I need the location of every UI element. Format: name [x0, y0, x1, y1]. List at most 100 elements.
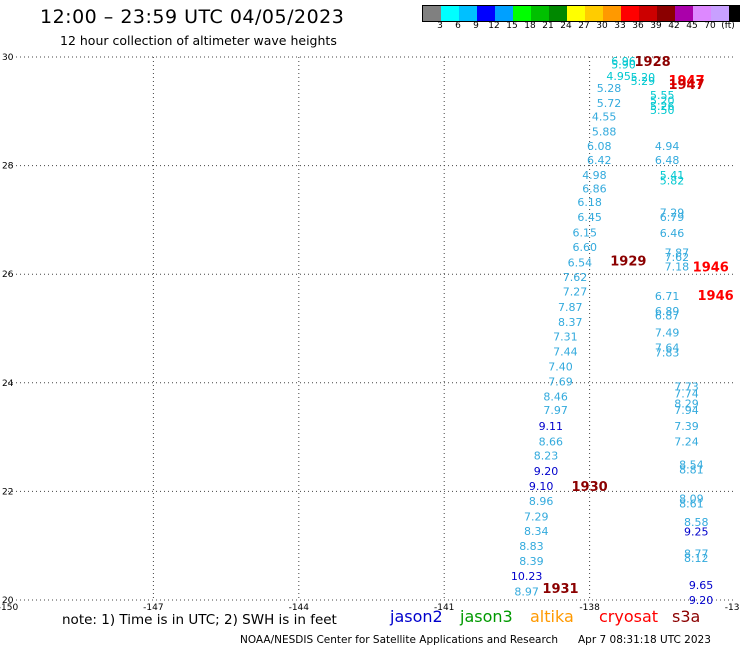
- wave-height-value: 5.28: [597, 82, 622, 95]
- legend-label: (ft): [721, 21, 735, 31]
- legend-label: 12: [488, 21, 500, 31]
- wave-height-value: 7.24: [674, 435, 699, 448]
- legend-label: 30: [596, 21, 608, 31]
- wave-height-value: 7.27: [563, 286, 588, 299]
- wave-height-value: 5.55: [650, 89, 675, 102]
- y-tick-label: 26: [2, 270, 14, 280]
- wave-height-value: 7.29: [524, 510, 549, 523]
- legend-swatch: [531, 6, 549, 21]
- legend-swatch: [639, 6, 657, 21]
- wave-height-value: 7.83: [655, 346, 680, 359]
- wave-height-value: 5.20: [631, 71, 656, 84]
- legend-label: 70: [704, 21, 716, 31]
- wave-height-value: 6.86: [582, 182, 607, 195]
- pass-time-marker: 1930: [572, 480, 608, 495]
- wave-height-value: 8.12: [684, 552, 709, 565]
- color-legend-labels: 3 6 9 12 15 18 21 24 27 30 33 36 39 42 45 70 (ft): [422, 21, 737, 31]
- wave-height-value: 7.73: [674, 381, 699, 394]
- legend-label: 15: [506, 21, 518, 31]
- legend-swatch: [657, 6, 675, 21]
- satellite-s3a-label: s3a: [672, 607, 701, 626]
- legend-label: 42: [668, 21, 680, 31]
- wave-height-value: 6.42: [587, 154, 612, 167]
- wave-height-value: 8.81: [679, 464, 704, 477]
- wave-height-value: 7.97: [543, 404, 568, 417]
- pass-time-marker: 1931: [542, 582, 578, 597]
- wave-height-value: 9.20: [689, 594, 714, 607]
- wave-height-value: 5.29: [631, 75, 656, 88]
- legend-swatch: [711, 6, 729, 21]
- wave-height-value: 6.48: [655, 154, 680, 167]
- wave-height-value: 7.94: [674, 404, 699, 417]
- legend-label: 33: [614, 21, 626, 31]
- wave-height-value: 6.45: [577, 211, 602, 224]
- wave-height-value: 5.50: [650, 104, 675, 117]
- credit-line: NOAA/NESDIS Center for Satellite Applica…: [240, 634, 558, 646]
- legend-swatch: [585, 6, 603, 21]
- wave-height-value: 9.65: [689, 579, 714, 592]
- legend-swatch: [495, 6, 513, 21]
- wave-height-value: 8.77: [684, 547, 709, 560]
- pass-time-marker: 1946: [693, 261, 729, 276]
- legend-swatch: [423, 6, 441, 21]
- wave-height-value: 8.54: [679, 458, 704, 471]
- pass-time-marker: 1946: [698, 289, 734, 304]
- wave-height-value: 7.74: [674, 388, 699, 401]
- satellite-jason2-label: jason2: [390, 607, 443, 626]
- legend-label: 6: [455, 21, 461, 31]
- legend-swatch: [549, 6, 567, 21]
- wave-height-value: 5.20: [650, 94, 675, 107]
- legend-label: 9: [473, 21, 479, 31]
- legend-label: 3: [437, 21, 443, 31]
- legend-label: 45: [686, 21, 698, 31]
- wave-height-value: 4.95: [606, 70, 631, 83]
- satellite-altika-label: altika: [530, 607, 574, 626]
- wave-height-value: 9.25: [684, 526, 709, 539]
- footer-note: note: 1) Time is in UTC; 2) SWH is in fe…: [62, 612, 337, 628]
- legend-label: 39: [650, 21, 662, 31]
- wave-height-value: 9.20: [534, 465, 559, 478]
- wave-height-value: 5.88: [592, 125, 617, 138]
- legend-label: 18: [524, 21, 536, 31]
- x-tick-label: -144: [289, 603, 310, 613]
- wave-height-value: 7.49: [655, 326, 680, 339]
- wave-height-value: 6.18: [577, 196, 602, 209]
- wave-height-value: 8.58: [684, 516, 709, 529]
- wave-height-value: 8.09: [679, 492, 704, 505]
- wave-height-value: 7.87: [665, 246, 690, 259]
- wave-height-value: 5.41: [660, 169, 685, 182]
- wave-height-value: 7.31: [553, 331, 578, 344]
- wave-height-value: 7.39: [674, 420, 699, 433]
- wave-height-value: 8.46: [543, 390, 568, 403]
- legend-swatch: [693, 6, 711, 21]
- y-tick-label: 24: [2, 379, 14, 389]
- wave-height-value: 7.62: [563, 271, 588, 284]
- y-tick-label: 20: [2, 596, 14, 606]
- legend-swatch: [675, 6, 693, 21]
- wave-height-value: 6.87: [655, 309, 680, 322]
- x-tick-label: -138: [579, 603, 600, 613]
- wave-height-value: 7.69: [548, 376, 573, 389]
- legend-swatch: [621, 6, 639, 21]
- wave-height-value: 5.90: [611, 59, 636, 72]
- wave-height-value: 9.11: [539, 420, 564, 433]
- page-subtitle: 12 hour collection of altimeter wave hei…: [60, 33, 337, 48]
- wave-height-value: 10.23: [511, 570, 543, 583]
- legend-swatch: [603, 6, 621, 21]
- wave-height-value: 6.89: [655, 305, 680, 318]
- legend-swatch: [441, 6, 459, 21]
- wave-height-value: 7.44: [553, 345, 578, 358]
- pass-time-marker: 1929: [610, 255, 646, 270]
- wave-height-value: 8.37: [558, 316, 583, 329]
- wave-height-value: 8.96: [529, 495, 554, 508]
- x-tick-label: -135: [725, 603, 740, 613]
- wave-height-value: 8.66: [539, 435, 564, 448]
- y-tick-label: 30: [2, 53, 14, 63]
- wave-height-value: 6.08: [587, 140, 612, 153]
- legend-swatch: [729, 6, 740, 21]
- wave-height-value: 8.97: [514, 585, 539, 598]
- wave-height-value: 6.46: [660, 227, 685, 240]
- wave-height-value: 7.87: [558, 301, 583, 314]
- legend-swatch: [567, 6, 585, 21]
- wave-height-value: 8.39: [519, 555, 544, 568]
